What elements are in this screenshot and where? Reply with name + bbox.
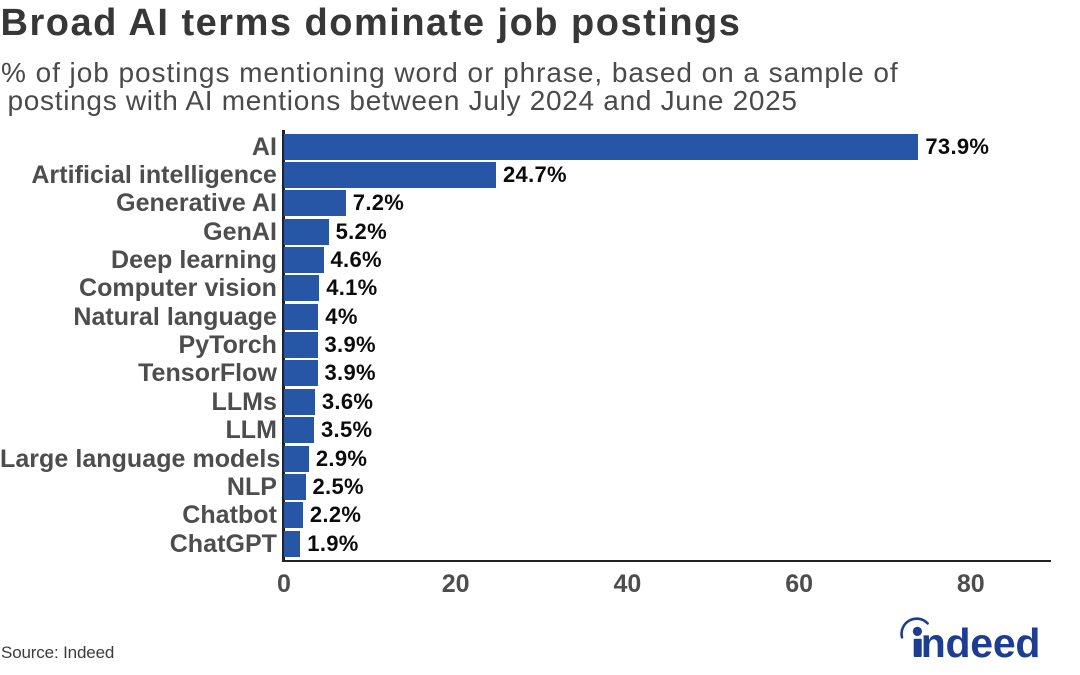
svg-text:ndeed: ndeed — [921, 620, 1040, 662]
